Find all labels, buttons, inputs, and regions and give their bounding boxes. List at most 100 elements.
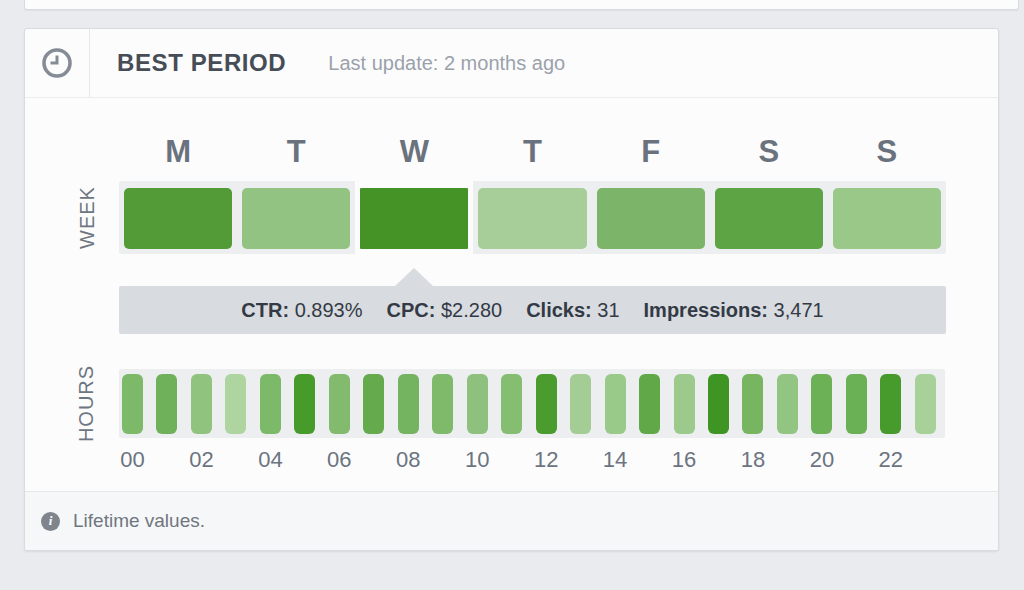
- day-letter-tue: T: [237, 134, 355, 170]
- hour-label-08: 08: [396, 447, 420, 473]
- header-icon-cell: [25, 29, 90, 97]
- hour-bar-05[interactable]: [294, 374, 315, 434]
- hour-label-cell-16: 16: [674, 447, 695, 473]
- hour-label-cell-00: 00: [122, 447, 143, 473]
- stat-clicks: Clicks: 31: [526, 299, 619, 322]
- hour-label-cell-19: [777, 447, 798, 473]
- hour-bar-12[interactable]: [536, 374, 557, 434]
- hour-bar-11[interactable]: [501, 374, 522, 434]
- hour-label-cell-10: 10: [467, 447, 488, 473]
- hour-label-cell-23: [915, 447, 936, 473]
- hour-bar-17[interactable]: [708, 374, 729, 434]
- hour-label-cell-06: 06: [329, 447, 350, 473]
- week-day-cell-tue[interactable]: [237, 181, 355, 254]
- week-day-cell-fri[interactable]: [592, 181, 710, 254]
- day-letter-mon: M: [119, 134, 237, 170]
- day-letter-wed: W: [355, 134, 473, 170]
- footer-text: Lifetime values.: [73, 510, 205, 532]
- hour-label-cell-11: [501, 447, 522, 473]
- hour-label-cell-09: [432, 447, 453, 473]
- hour-label-00: 00: [120, 447, 144, 473]
- hour-label-cell-08: 08: [398, 447, 419, 473]
- hour-label-10: 10: [465, 447, 489, 473]
- day-letter-thu: T: [473, 134, 591, 170]
- hours-axis-box: HOURS: [61, 369, 113, 438]
- hour-label-12: 12: [534, 447, 558, 473]
- stat-ctr: CTR: 0.893%: [241, 299, 362, 322]
- week-heatmap-strip: [119, 181, 946, 254]
- hour-label-cell-07: [363, 447, 384, 473]
- week-axis-label: WEEK: [76, 186, 99, 249]
- hour-bar-16[interactable]: [674, 374, 695, 434]
- hour-label-cell-21: [846, 447, 867, 473]
- hour-label-14: 14: [603, 447, 627, 473]
- stats-tooltip-bar: CTR: 0.893% CPC: $2.280 Clicks: 31 Impressi…: [119, 286, 946, 334]
- hours-axis-label: HOURS: [76, 365, 99, 442]
- hour-label-cell-22: 22: [880, 447, 901, 473]
- hour-label-20: 20: [810, 447, 834, 473]
- hour-bar-18[interactable]: [742, 374, 763, 434]
- hour-label-cell-03: [225, 447, 246, 473]
- hour-bar-01[interactable]: [156, 374, 177, 434]
- hour-bar-07[interactable]: [363, 374, 384, 434]
- day-intensity-block-thu: [478, 188, 586, 249]
- day-intensity-block-wed: [360, 188, 468, 249]
- day-letters-row: MTWTFSS: [119, 134, 946, 170]
- week-day-cell-wed[interactable]: [355, 181, 473, 254]
- day-intensity-block-sun: [833, 188, 941, 249]
- day-letter-sun: S: [828, 134, 946, 170]
- day-letter-sat: S: [710, 134, 828, 170]
- hour-label-cell-20: 20: [811, 447, 832, 473]
- hours-heatmap-strip: [119, 369, 945, 438]
- hour-bar-04[interactable]: [260, 374, 281, 434]
- day-letter-fri: F: [592, 134, 710, 170]
- hour-bar-09[interactable]: [432, 374, 453, 434]
- hour-label-cell-02: 02: [191, 447, 212, 473]
- last-update-text: Last update: 2 months ago: [328, 52, 565, 75]
- day-intensity-block-sat: [715, 188, 823, 249]
- week-day-cell-sun[interactable]: [828, 181, 946, 254]
- card-title: BEST PERIOD: [117, 49, 286, 77]
- hour-bar-00[interactable]: [122, 374, 143, 434]
- hour-bar-23[interactable]: [915, 374, 936, 434]
- hour-label-04: 04: [258, 447, 282, 473]
- hour-bar-10[interactable]: [467, 374, 488, 434]
- hour-label-cell-12: 12: [536, 447, 557, 473]
- hour-label-cell-17: [708, 447, 729, 473]
- hour-bar-22[interactable]: [880, 374, 901, 434]
- hour-bar-06[interactable]: [329, 374, 350, 434]
- previous-card-bottom-edge: [24, 0, 1019, 10]
- hour-label-cell-04: 04: [260, 447, 281, 473]
- hour-bar-02[interactable]: [191, 374, 212, 434]
- tooltip-arrow: [395, 268, 433, 286]
- week-day-cell-sat[interactable]: [710, 181, 828, 254]
- hour-bar-15[interactable]: [639, 374, 660, 434]
- week-axis-box: WEEK: [61, 181, 113, 254]
- hour-label-cell-05: [294, 447, 315, 473]
- hour-label-02: 02: [189, 447, 213, 473]
- clock-icon: [41, 47, 73, 79]
- hour-label-cell-18: 18: [742, 447, 763, 473]
- hour-label-22: 22: [879, 447, 903, 473]
- week-day-cell-thu[interactable]: [473, 181, 591, 254]
- card-header: BEST PERIOD Last update: 2 months ago: [25, 29, 998, 98]
- hour-bar-13[interactable]: [570, 374, 591, 434]
- hour-bar-21[interactable]: [846, 374, 867, 434]
- info-icon: i: [41, 512, 60, 531]
- hour-bar-03[interactable]: [225, 374, 246, 434]
- hour-label-18: 18: [741, 447, 765, 473]
- stat-impressions: Impressions: 3,471: [644, 299, 824, 322]
- hour-bar-19[interactable]: [777, 374, 798, 434]
- hour-label-16: 16: [672, 447, 696, 473]
- day-intensity-block-fri: [597, 188, 705, 249]
- hour-labels-row: 00 02 04 06 08 10 12 14 16 18 20 22: [119, 447, 945, 473]
- hour-bar-20[interactable]: [811, 374, 832, 434]
- day-intensity-block-tue: [242, 188, 350, 249]
- hour-label-06: 06: [327, 447, 351, 473]
- week-day-cell-mon[interactable]: [119, 181, 237, 254]
- hour-bar-14[interactable]: [605, 374, 626, 434]
- stat-cpc: CPC: $2.280: [387, 299, 503, 322]
- page-background: BEST PERIOD Last update: 2 months ago WE…: [0, 0, 1024, 590]
- hour-bar-08[interactable]: [398, 374, 419, 434]
- card-footer: i Lifetime values.: [25, 491, 998, 550]
